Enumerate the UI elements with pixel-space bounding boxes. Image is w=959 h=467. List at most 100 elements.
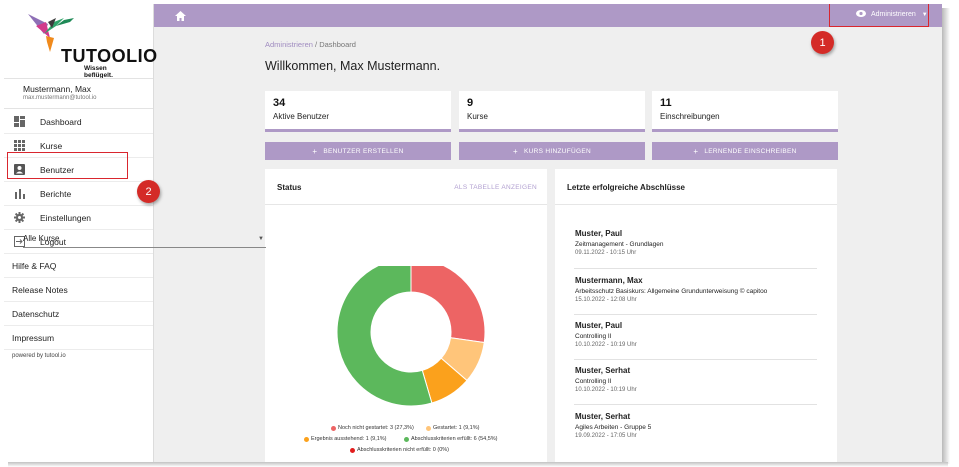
completion-user: Muster, Serhat [575, 412, 631, 421]
divider [574, 359, 817, 360]
completions-card-header: Letzte erfolgreiche Abschlüsse [555, 169, 837, 205]
legend-item[interactable]: Ergebnis ausstehend: 1 (9,1%) [304, 436, 387, 442]
legend-label: Noch nicht gestartet: 3 (27,3%) [338, 425, 414, 431]
chevron-down-icon: ▼ [921, 11, 928, 18]
logo-text: TUTOOLIO [61, 46, 158, 66]
card-title: Status [277, 183, 302, 192]
legend-swatch [331, 425, 336, 431]
list-item[interactable]: Muster, Serhat Agiles Arbeiten - Gruppe … [575, 412, 855, 439]
sidebar-item-logout[interactable]: Logout [4, 230, 153, 254]
button-label: KURS HINZUFÜGEN [524, 147, 591, 155]
stat-value: 34 [273, 97, 286, 109]
sidebar-item-label: Berichte [40, 188, 72, 199]
chevron-down-icon: ▼ [258, 236, 264, 242]
sidebar-item-label: Einstellungen [40, 212, 92, 223]
logo[interactable]: TUTOOLIO Wissen beflügelt. [26, 12, 157, 79]
role-menu[interactable]: Administrieren ▼ [856, 7, 928, 22]
completion-date: 10.10.2022 - 10:19 Uhr [575, 342, 637, 348]
plus-icon: + [312, 146, 318, 156]
step-badge-1: 1 [811, 31, 834, 54]
stat-card-enrollments: 11 Einschreibungen [652, 91, 838, 132]
show-as-table-link[interactable]: ALS TABELLE ANZEIGEN [454, 184, 537, 191]
completion-course: Zeitmanagement - Grundlagen [575, 241, 664, 248]
link-release-notes[interactable]: Release Notes [4, 278, 153, 302]
current-user: Mustermann, Max max.mustermann@tutool.io [4, 78, 153, 109]
breadcrumb-parent[interactable]: Administrieren [265, 40, 313, 49]
button-label: BENUTZER ERSTELLEN [323, 147, 404, 155]
logout-icon [13, 236, 25, 248]
list-item[interactable]: Muster, Paul Controlling II 10.10.2022 -… [575, 321, 855, 348]
legend-item[interactable]: Abschlusskriterien erfüllt: 6 (54,5%) [404, 436, 498, 442]
home-icon[interactable] [175, 8, 187, 21]
list-item[interactable]: Muster, Paul Zeitmanagement - Grundlagen… [575, 229, 855, 256]
create-user-button[interactable]: + BENUTZER ERSTELLEN [265, 142, 451, 160]
list-item[interactable]: Muster, Serhat Controlling II 10.10.2022… [575, 366, 855, 393]
completion-date: 15.10.2022 - 12:08 Uhr [575, 297, 637, 303]
stat-label: Einschreibungen [660, 112, 720, 121]
completion-user: Muster, Paul [575, 321, 623, 330]
breadcrumb: Administrieren / Dashboard [265, 40, 356, 49]
legend-label: Gestartet: 1 (9,1%) [433, 425, 480, 431]
stat-card-active-users: 34 Aktive Benutzer [265, 91, 451, 132]
completion-user: Muster, Serhat [575, 366, 631, 375]
sidebar-item-dashboard[interactable]: Dashboard [4, 110, 153, 134]
user-name: Mustermann, Max [23, 84, 92, 94]
course-filter-select[interactable]: Alle Kurse ▼ [23, 234, 266, 248]
stat-card-courses: 9 Kurse [459, 91, 645, 132]
status-card: Status ALS TABELLE ANZEIGEN [265, 169, 547, 462]
gear-icon [13, 212, 25, 224]
completion-date: 09.11.2022 - 10:15 Uhr [575, 250, 637, 256]
sidebar: TUTOOLIO Wissen beflügelt. Mustermann, M… [4, 4, 157, 462]
eye-icon [856, 10, 866, 19]
stat-value: 11 [660, 97, 672, 109]
link-datenschutz[interactable]: Datenschutz [4, 302, 153, 326]
legend-item[interactable]: Noch nicht gestartet: 3 (27,3%) [331, 425, 414, 431]
user-email: max.mustermann@tutool.io [23, 95, 97, 101]
sidebar-item-einstellungen[interactable]: Einstellungen [4, 206, 153, 230]
user-card-icon [13, 164, 25, 176]
card-title: Letzte erfolgreiche Abschlüsse [567, 183, 685, 192]
screenshot-shadow-right [942, 8, 950, 464]
legend-item[interactable]: Gestartet: 1 (9,1%) [426, 425, 479, 431]
completion-course: Agiles Arbeiten - Gruppe 5 [575, 424, 652, 431]
legend-item[interactable]: Abschlusskriterien nicht erfüllt: 0 (0%) [350, 447, 449, 453]
screenshot-shadow-bottom [8, 462, 948, 467]
dashboard-icon [13, 116, 25, 128]
donut-slice-3[interactable] [336, 266, 433, 406]
list-item[interactable]: Mustermann, Max Arbeitsschutz Basiskurs:… [575, 276, 855, 303]
bar-chart-icon [13, 188, 25, 200]
divider [574, 314, 817, 315]
enroll-learners-button[interactable]: + LERNENDE EINSCHREIBEN [652, 142, 838, 160]
sidebar-item-berichte[interactable]: Berichte [4, 182, 153, 206]
legend-swatch [304, 436, 309, 442]
page-title: Willkommen, Max Mustermann. [265, 59, 441, 73]
recent-completions-card: Letzte erfolgreiche Abschlüsse Muster, P… [555, 169, 837, 462]
link-impressum[interactable]: Impressum [4, 326, 153, 350]
powered-by: powered by tutool.io [12, 353, 66, 359]
stat-label: Aktive Benutzer [273, 112, 330, 121]
sidebar-item-label: Dashboard [40, 116, 82, 127]
donut-slice-0[interactable] [410, 266, 486, 344]
sidebar-item-label: Logout [40, 236, 66, 247]
link-help-faq[interactable]: Hilfe & FAQ [4, 254, 153, 278]
topbar: Administrieren ▼ [154, 4, 942, 27]
legend-swatch [404, 436, 409, 442]
legend-label: Ergebnis ausstehend: 1 (9,1%) [311, 436, 387, 442]
grid-icon [13, 140, 25, 152]
divider [574, 268, 817, 269]
completion-user: Mustermann, Max [575, 276, 643, 285]
completion-course: Controlling II [575, 378, 612, 385]
add-course-button[interactable]: + KURS HINZUFÜGEN [459, 142, 645, 160]
completion-date: 10.10.2022 - 10:19 Uhr [575, 387, 637, 393]
status-card-header: Status ALS TABELLE ANZEIGEN [265, 169, 547, 205]
sidebar-item-kurse[interactable]: Kurse [4, 134, 153, 158]
status-donut-chart [336, 266, 486, 406]
completion-course: Arbeitsschutz Basiskurs: Allgemeine Grun… [575, 288, 768, 295]
hummingbird-logo-icon [28, 14, 74, 52]
plus-icon: + [513, 146, 518, 156]
role-menu-label: Administrieren [871, 11, 916, 18]
select-value: Alle Kurse [23, 234, 60, 243]
sidebar-item-label: Kurse [40, 140, 63, 151]
legend-label: Abschlusskriterien erfüllt: 6 (54,5%) [411, 436, 498, 442]
sidebar-item-benutzer[interactable]: Benutzer [4, 158, 153, 182]
